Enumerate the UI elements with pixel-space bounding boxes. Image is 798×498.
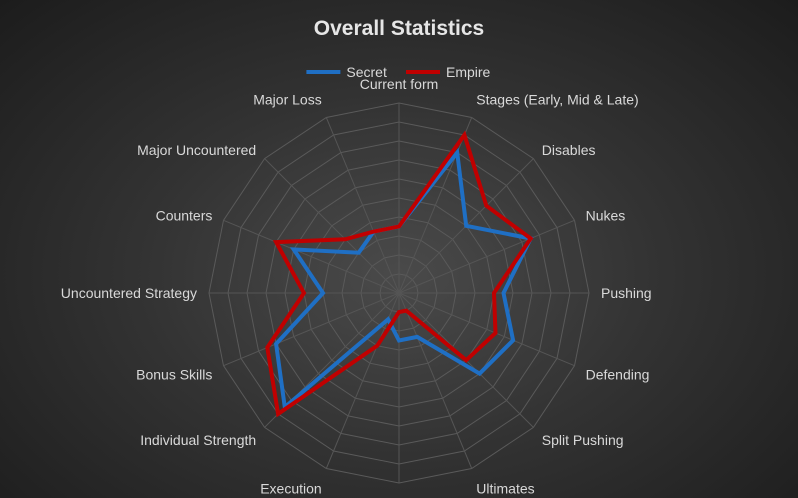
radar-spoke xyxy=(398,292,575,367)
radar-spokes xyxy=(209,103,589,483)
axis-label: Individual Strength xyxy=(140,432,256,448)
legend-label-secret: Secret xyxy=(346,64,387,80)
legend-label-empire: Empire xyxy=(446,64,491,80)
axis-label: Item Dependent xyxy=(349,496,449,498)
radar-spoke xyxy=(398,292,473,469)
chart-title: Overall Statistics xyxy=(314,17,484,40)
axis-label: Ultimates xyxy=(476,481,534,497)
axis-label: Uncountered Strategy xyxy=(61,285,197,301)
axis-label: Split Pushing xyxy=(542,432,624,448)
axis-label: Execution xyxy=(260,481,321,497)
series-line-secret xyxy=(273,147,534,412)
axis-label: Disables xyxy=(542,142,596,158)
radar-spoke xyxy=(223,292,400,367)
axis-label: Nukes xyxy=(586,208,626,224)
radar-spoke xyxy=(223,219,400,294)
radar-spoke xyxy=(398,219,575,294)
axis-labels: Current form Stages (Early, Mid & Late) Di… xyxy=(61,76,652,498)
axis-label: Pushing xyxy=(601,285,652,301)
series-line-empire xyxy=(265,130,534,418)
radar-spoke xyxy=(325,117,400,294)
legend: Secret Empire xyxy=(306,64,491,80)
radar-spoke xyxy=(398,117,473,294)
axis-label: Stages (Early, Mid & Late) xyxy=(476,91,638,107)
radar-series xyxy=(265,130,534,418)
radar-spoke xyxy=(264,158,400,294)
axis-label: Current form xyxy=(360,76,439,92)
axis-label: Major Loss xyxy=(253,91,321,107)
axis-label: Defending xyxy=(586,366,650,382)
axis-label: Bonus Skills xyxy=(136,366,212,382)
axis-label: Counters xyxy=(156,208,213,224)
axis-label: Major Uncountered xyxy=(137,142,256,158)
